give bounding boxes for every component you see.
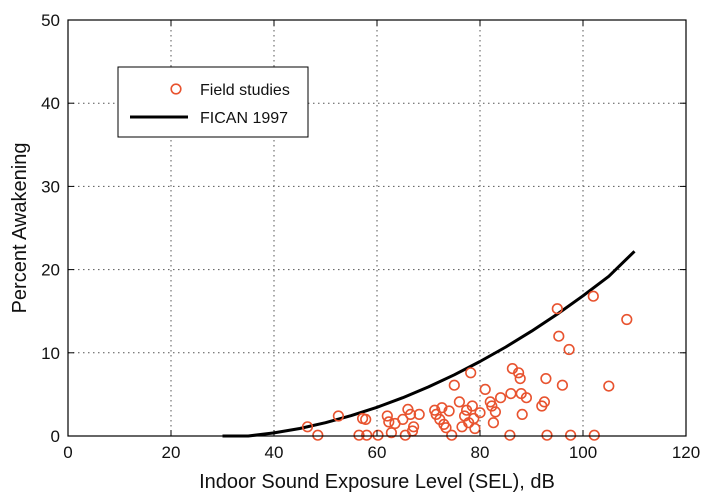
field-study-point — [540, 373, 552, 385]
field-study-point — [520, 392, 533, 404]
field-study-point — [587, 290, 599, 302]
field-study-point — [538, 396, 551, 408]
field-study-point — [474, 407, 486, 419]
field-study-point — [465, 367, 477, 379]
field-study-point — [436, 402, 448, 414]
field-study-point — [453, 396, 466, 408]
x-tick-label: 0 — [63, 443, 72, 462]
x-axis-title: Indoor Sound Exposure Level (SEL), dB — [199, 471, 555, 493]
x-tick-label: 20 — [162, 443, 181, 462]
field-study-point — [466, 400, 478, 412]
field-study-point — [443, 405, 455, 417]
x-tick-label: 80 — [471, 443, 490, 462]
field-study-point — [440, 422, 452, 434]
y-tick-label: 20 — [41, 261, 60, 280]
field-study-point — [603, 380, 615, 392]
field-study-point — [353, 429, 365, 441]
field-study-point — [551, 303, 563, 315]
legend-marker-field-studies — [170, 83, 182, 95]
field-study-point — [383, 416, 395, 428]
field-study-point — [408, 421, 420, 433]
field-study-point — [486, 400, 498, 412]
y-tick-label: 10 — [41, 344, 60, 363]
field-study-point — [621, 313, 633, 326]
field-study-point — [413, 408, 425, 421]
field-study-point — [448, 379, 460, 391]
legend-box — [117, 66, 309, 138]
grid — [68, 20, 686, 436]
y-axis-title: Percent Awakening — [9, 143, 31, 314]
field-study-point — [361, 429, 373, 441]
field-study-point — [332, 410, 345, 422]
field-study-point — [372, 429, 384, 441]
field-study-point — [588, 429, 600, 441]
field-study-point — [563, 343, 575, 356]
field-study-point — [514, 373, 526, 385]
x-tick-label: 40 — [265, 443, 284, 462]
field-study-point — [556, 379, 569, 391]
fican-1997-line-series — [222, 250, 636, 438]
field-study-point — [541, 429, 553, 441]
y-tick-label: 30 — [41, 177, 60, 196]
field-study-point — [512, 367, 525, 379]
field-study-point — [469, 422, 481, 435]
y-tick-label: 50 — [41, 11, 60, 30]
x-axis-ticks: 0 20 40 60 80 100 120 — [63, 20, 700, 462]
y-axis-ticks: 0 10 20 30 40 50 — [41, 11, 686, 446]
legend-label-fican-1997: FICAN 1997 — [200, 110, 288, 127]
field-study-point — [487, 417, 500, 429]
legend-label-field-studies: Field studies — [200, 82, 290, 99]
field-study-point — [446, 429, 458, 441]
field-study-point — [495, 392, 507, 404]
field-study-point — [404, 408, 417, 421]
field-study-point — [505, 388, 517, 400]
field-study-point — [553, 330, 565, 342]
field-studies-scatter-series — [301, 290, 633, 441]
field-study-point — [360, 413, 372, 426]
field-study-point — [312, 429, 324, 441]
y-tick-label: 40 — [41, 94, 60, 113]
x-tick-label: 100 — [569, 443, 597, 462]
field-study-point — [301, 421, 314, 433]
field-study-point — [479, 383, 491, 396]
field-study-point — [564, 429, 577, 441]
x-tick-label: 120 — [672, 443, 700, 462]
field-study-point — [385, 427, 398, 439]
field-study-point — [504, 429, 516, 441]
field-study-point — [489, 406, 502, 418]
y-tick-label: 0 — [51, 427, 60, 446]
x-tick-label: 60 — [368, 443, 387, 462]
legend: Field studies FICAN 1997 — [117, 66, 309, 138]
field-study-point — [516, 408, 528, 421]
field-study-point — [397, 413, 409, 426]
fican-1997-curve — [222, 250, 636, 438]
field-study-point — [381, 410, 393, 422]
